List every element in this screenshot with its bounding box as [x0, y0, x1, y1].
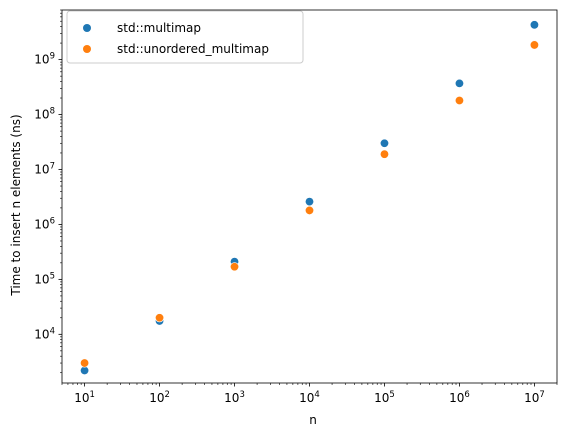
y-tick-label-base: 10: [34, 53, 49, 67]
data-point-multimap: [379, 138, 389, 148]
legend-marker-unordered-multimap: [83, 45, 91, 53]
y-tick-label: 105: [34, 271, 55, 286]
legend: std::multimap std::unordered_multimap: [66, 10, 304, 64]
data-point-unordered-multimap: [155, 313, 165, 323]
y-tick-label-exponent: 8: [50, 107, 55, 117]
y-tick-label: 106: [34, 216, 55, 231]
data-point-unordered-multimap: [454, 96, 464, 106]
x-tick-label: 104: [299, 390, 320, 405]
legend-label-unordered-multimap: std::unordered_multimap: [117, 42, 269, 56]
x-tick-label-base: 10: [299, 391, 314, 405]
data-point-multimap: [529, 20, 539, 30]
y-tick-label: 104: [34, 326, 55, 341]
y-tick-label-base: 10: [34, 217, 49, 231]
y-tick-label-exponent: 5: [50, 271, 55, 281]
y-axis-label: Time to insert n elements (ns): [9, 114, 23, 296]
y-tick-label-base: 10: [34, 108, 49, 122]
x-tick-label: 103: [224, 390, 245, 405]
x-tick-label-base: 10: [74, 391, 89, 405]
x-tick-label-base: 10: [449, 391, 464, 405]
data-point-unordered-multimap: [230, 262, 240, 272]
data-point-multimap: [454, 78, 464, 88]
x-tick-label-base: 10: [224, 391, 239, 405]
x-tick-label-base: 10: [149, 391, 164, 405]
data-point-multimap: [304, 197, 314, 207]
data-point-unordered-multimap: [529, 40, 539, 50]
points-layer: [80, 20, 539, 375]
plot-area-frame: [61, 9, 558, 384]
x-tick-label: 106: [449, 390, 470, 405]
y-tick-label-base: 10: [34, 327, 49, 341]
y-tick-label-exponent: 4: [50, 326, 55, 336]
legend-label-multimap: std::multimap: [117, 21, 201, 35]
x-tick-label-exponent: 2: [164, 390, 169, 400]
y-tick-label-exponent: 6: [50, 216, 55, 226]
y-tick-label-exponent: 9: [50, 52, 55, 62]
y-tick-label-exponent: 7: [50, 161, 55, 171]
legend-marker-multimap: [83, 24, 91, 32]
x-tick-label: 107: [524, 390, 545, 405]
y-tick-label-base: 10: [34, 272, 49, 286]
y-tick-label: 108: [34, 107, 55, 122]
y-tick-label-base: 10: [34, 162, 49, 176]
x-tick-label-exponent: 6: [464, 390, 469, 400]
x-tick-label-exponent: 3: [239, 390, 244, 400]
x-tick-label: 101: [74, 390, 95, 405]
data-point-unordered-multimap: [304, 205, 314, 215]
x-tick-label-base: 10: [374, 391, 389, 405]
data-point-unordered-multimap: [80, 358, 90, 368]
x-tick-label: 105: [374, 390, 395, 405]
x-tick-label-exponent: 1: [89, 390, 94, 400]
legend-frame: [66, 10, 304, 64]
y-tick-label: 109: [34, 52, 55, 67]
x-axis-label: n: [309, 413, 317, 427]
x-tick-label-base: 10: [524, 391, 539, 405]
x-tick-label-exponent: 5: [389, 390, 394, 400]
data-point-unordered-multimap: [379, 149, 389, 159]
y-tick-label: 107: [34, 161, 55, 176]
x-tick-label: 102: [149, 390, 170, 405]
x-tick-label-exponent: 7: [539, 390, 544, 400]
x-tick-label-exponent: 4: [314, 390, 319, 400]
